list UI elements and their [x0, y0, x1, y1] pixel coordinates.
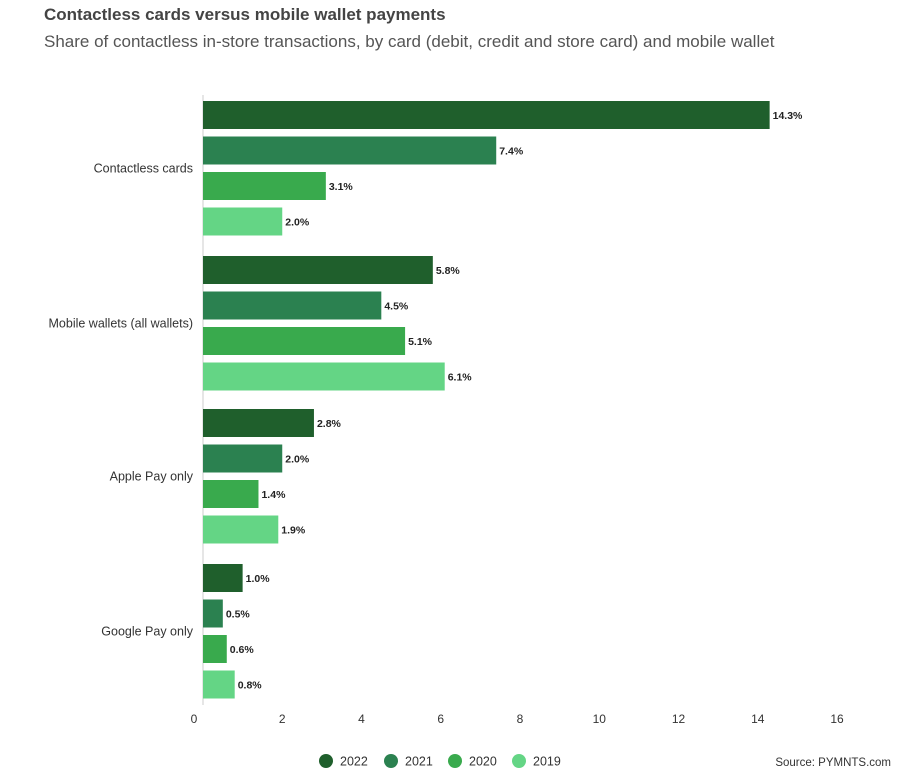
- bar-2022-3: [203, 564, 243, 592]
- bar-2020-3: [203, 635, 227, 663]
- bar-2019-3: [203, 670, 235, 699]
- bar-2021-1: [203, 291, 382, 320]
- data-label-2022-1: 5.8%: [436, 265, 461, 277]
- data-label-2019-3: 0.8%: [238, 680, 263, 692]
- bar-2021-3: [203, 599, 223, 628]
- bar-2020-0: [203, 172, 326, 200]
- x-tick-label-0: 0: [191, 712, 198, 726]
- data-label-2022-0: 14.3%: [773, 110, 803, 122]
- data-label-2019-0: 2.0%: [285, 217, 310, 229]
- x-axis-ticks-group: 0 2 4 6 8 10 12 14 16: [191, 712, 844, 726]
- legend-label-2019: 2019: [533, 755, 561, 769]
- data-label-2020-1: 5.1%: [408, 336, 433, 348]
- data-label-2021-2: 2.0%: [285, 454, 310, 466]
- bar-2022-1: [203, 256, 433, 284]
- bar-2021-0: [203, 136, 497, 165]
- data-label-2019-1: 6.1%: [448, 372, 473, 384]
- legend-swatch-2021: [384, 754, 398, 768]
- data-label-2020-3: 0.6%: [230, 644, 255, 656]
- category-label-1: Mobile wallets (all wallets): [49, 316, 194, 330]
- legend-label-2022: 2022: [340, 755, 368, 769]
- legend: 2022 2021 2020 2019: [319, 754, 561, 769]
- category-labels-group: Contactless cards Mobile wallets (all wal…: [49, 161, 194, 638]
- data-label-2021-1: 4.5%: [384, 301, 409, 313]
- bar-2019-1: [203, 362, 445, 391]
- x-tick-label-14: 14: [751, 712, 765, 726]
- bar-2020-2: [203, 480, 259, 508]
- x-tick-label-12: 12: [672, 712, 686, 726]
- legend-swatch-2022: [319, 754, 333, 768]
- category-label-2: Apple Pay only: [110, 469, 194, 483]
- source-note: Source: PYMNTS.com: [775, 757, 891, 769]
- x-tick-label-6: 6: [437, 712, 444, 726]
- x-tick-label-4: 4: [358, 712, 365, 726]
- bar-2019-0: [203, 207, 283, 236]
- data-label-2021-3: 0.5%: [226, 609, 251, 621]
- x-tick-label-16: 16: [830, 712, 844, 726]
- bar-2021-2: [203, 444, 283, 473]
- legend-label-2021: 2021: [405, 755, 433, 769]
- x-tick-label-10: 10: [593, 712, 607, 726]
- bar-2019-2: [203, 515, 279, 544]
- data-label-2021-0: 7.4%: [499, 146, 524, 158]
- legend-swatch-2020: [448, 754, 462, 768]
- x-tick-label-8: 8: [517, 712, 524, 726]
- category-label-3: Google Pay only: [101, 624, 193, 638]
- data-label-2019-2: 1.9%: [281, 525, 306, 537]
- data-label-2020-0: 3.1%: [329, 181, 354, 193]
- legend-label-2020: 2020: [469, 755, 497, 769]
- bars-group: 14.3% 7.4% 3.1% 2.0% 5.8% 4.5% 5.1% 6.1% 2.8% 2.0…: [203, 101, 803, 699]
- chart-subtitle: Share of contactless in-store transactio…: [44, 32, 775, 51]
- x-tick-label-2: 2: [279, 712, 286, 726]
- data-label-2020-2: 1.4%: [261, 489, 286, 501]
- data-label-2022-3: 1.0%: [246, 573, 271, 585]
- bar-2020-1: [203, 327, 406, 355]
- legend-swatch-2019: [512, 754, 526, 768]
- bar-2022-0: [203, 101, 770, 129]
- bar-2022-2: [203, 409, 314, 437]
- data-label-2022-2: 2.8%: [317, 418, 342, 430]
- chart-title: Contactless cards versus mobile wallet p…: [44, 5, 446, 24]
- category-label-0: Contactless cards: [94, 161, 193, 175]
